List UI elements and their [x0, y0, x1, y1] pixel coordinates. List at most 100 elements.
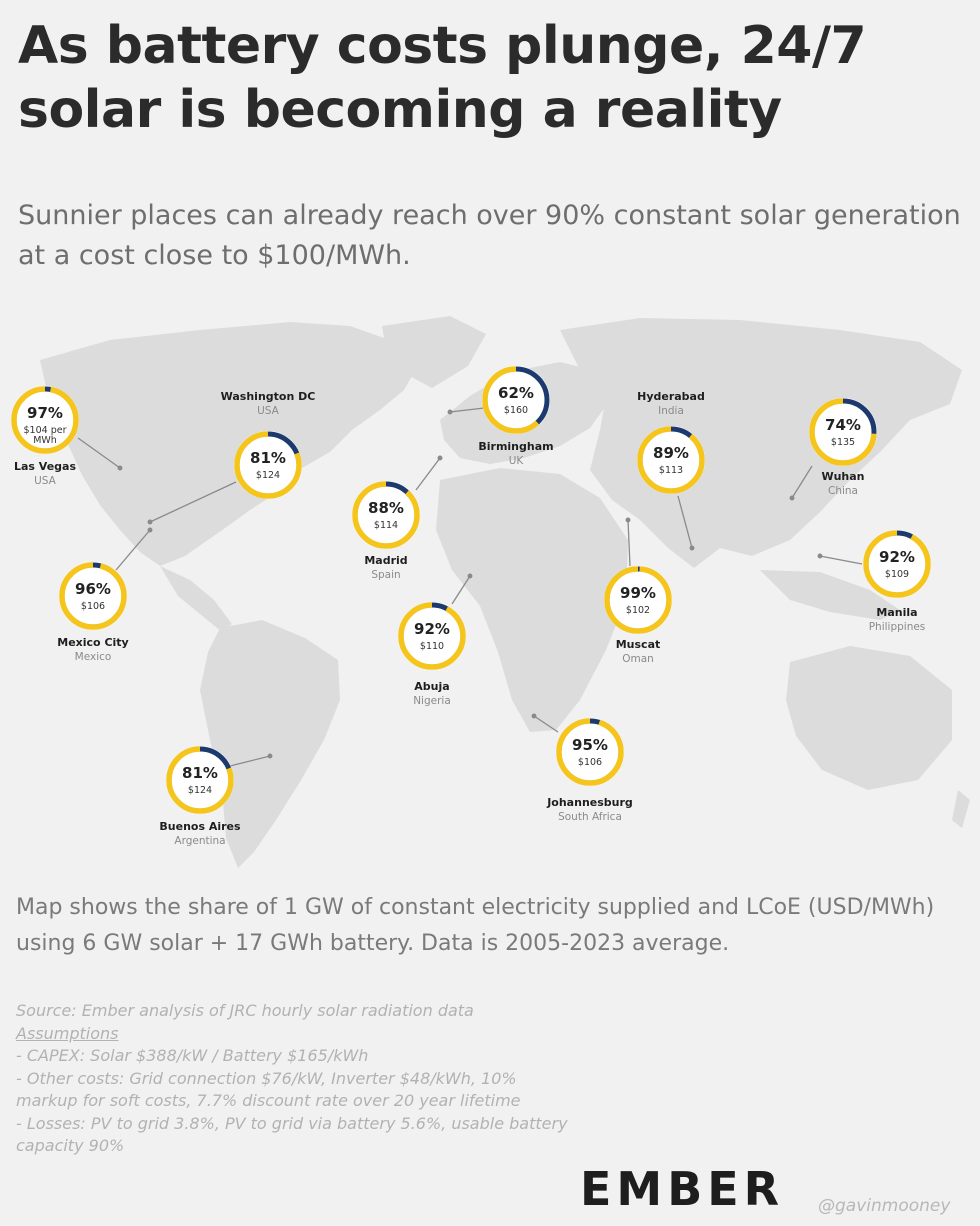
share-label: 89%: [653, 444, 689, 462]
city-marker-madrid: 88% $114 Madrid Spain: [352, 481, 420, 581]
city-name: Las Vegas: [14, 460, 76, 473]
country-name: South Africa: [558, 811, 622, 823]
location-dot-buenos-aires: [267, 753, 273, 759]
land-central-america: [160, 566, 232, 632]
land-south-america: [200, 620, 340, 868]
city-name: Madrid: [364, 554, 407, 567]
city-name: Washington DC: [221, 390, 316, 403]
page-subtitle: Sunnier places can already reach over 90…: [18, 200, 961, 271]
share-label: 96%: [75, 580, 111, 598]
city-marker-buenos-aires: 81% $124 Buenos Aires Argentina: [159, 746, 241, 847]
cost-label: $160: [504, 405, 528, 416]
marker-ring-share: [234, 431, 302, 499]
location-dot-hyderabad: [689, 545, 695, 551]
connector-washington: [149, 481, 237, 523]
share-label: 92%: [879, 548, 915, 566]
cost-label: $113: [659, 465, 683, 476]
cost-label: $124: [256, 470, 280, 481]
cost-label: MWh: [33, 435, 57, 446]
marker-ring-share: [352, 481, 420, 549]
location-dot-wuhan: [789, 495, 795, 501]
share-label: 88%: [368, 499, 404, 517]
marker-disc: [809, 398, 877, 466]
marker-disc: [863, 530, 931, 598]
connector-abuja: [451, 575, 471, 605]
share-label: 81%: [182, 764, 218, 782]
marker-ring-share: [604, 566, 672, 634]
share-label: 92%: [414, 620, 450, 638]
marker-disc: [604, 566, 672, 634]
marker-ring-share: [482, 366, 550, 434]
city-name: Abuja: [414, 680, 449, 693]
city-marker-abuja: 92% $110 Abuja Nigeria: [398, 602, 466, 707]
marker-ring-share: [809, 398, 877, 466]
marker-ring-share: [863, 530, 931, 598]
assumption-line: - CAPEX: Solar $388/kW / Battery $165/kW…: [16, 1046, 369, 1065]
city-name: Muscat: [616, 638, 661, 651]
marker-ring-share: [59, 562, 127, 630]
land-australia: [786, 646, 952, 790]
city-marker-johannesburg: 95% $106 Johannesburg South Africa: [546, 718, 633, 823]
land-north-america: [40, 322, 420, 566]
share-label: 62%: [498, 384, 534, 402]
country-name: Oman: [622, 653, 654, 665]
country-name: Mexico: [75, 651, 112, 663]
cost-label: $102: [626, 605, 650, 616]
marker-ring-share: [637, 426, 705, 494]
share-label: 81%: [250, 449, 286, 467]
country-name: Spain: [371, 569, 400, 581]
connector-johannesburg: [533, 715, 559, 733]
marker-disc: [352, 481, 420, 549]
city-marker-washington: 81% $124 Washington DC USA: [221, 390, 316, 499]
assumption-line: - Losses: PV to grid 3.8%, PV to grid vi…: [16, 1113, 568, 1156]
marker-disc: [556, 718, 624, 786]
land-southeast-asia: [760, 570, 900, 620]
connector-birmingham: [449, 407, 485, 413]
city-marker-birmingham: 62% $160 Birmingham UK: [478, 366, 554, 467]
ember-logo: EMBER: [580, 1162, 785, 1216]
location-dot-muscat: [625, 517, 631, 523]
connector-lines: [77, 407, 863, 767]
country-name: China: [828, 485, 858, 497]
cost-label: $110: [420, 641, 444, 652]
assumption-line: - Other costs: Grid connection $76/kW, I…: [16, 1068, 521, 1111]
city-name: Manila: [876, 606, 917, 619]
marker-disc: [482, 366, 550, 434]
location-dot-las-vegas: [117, 465, 123, 471]
connector-madrid: [415, 457, 441, 491]
connector-buenos-aires: [229, 755, 271, 767]
location-dot-washington: [147, 519, 153, 525]
connector-muscat: [627, 519, 631, 567]
page-title: As battery costs plunge, 24/7 solar is b…: [18, 16, 867, 140]
land-greenland: [382, 316, 486, 388]
connector-wuhan: [791, 465, 813, 499]
cost-label: $135: [831, 437, 855, 448]
city-name: Mexico City: [57, 636, 128, 649]
city-marker-manila: 92% $109 Manila Philippines: [863, 530, 931, 633]
land-africa: [436, 468, 628, 732]
land-asia: [560, 318, 962, 568]
marker-ring-share: [398, 602, 466, 670]
marker-disc: [234, 431, 302, 499]
city-name: Birmingham: [478, 440, 553, 453]
marker-disc: [398, 602, 466, 670]
city-marker-mexico-city: 96% $106 Mexico City Mexico: [57, 562, 129, 663]
city-marker-hyderabad: 89% $113 Hyderabad India: [637, 390, 705, 494]
location-dot-birmingham: [447, 409, 453, 415]
source-line: Source: Ember analysis of JRC hourly sol…: [16, 1001, 474, 1020]
marker-disc: [59, 562, 127, 630]
cost-label: $106: [81, 601, 105, 612]
share-label: 95%: [572, 736, 608, 754]
connector-manila: [819, 555, 863, 565]
location-dot-abuja: [467, 573, 473, 579]
share-label: 99%: [620, 584, 656, 602]
city-marker-wuhan: 74% $135 Wuhan China: [809, 398, 877, 497]
marker-disc: [637, 426, 705, 494]
city-name: Buenos Aires: [159, 820, 241, 833]
connector-las-vegas: [77, 437, 121, 469]
assumptions-heading: Assumptions: [16, 1023, 119, 1043]
connector-mexico-city: [115, 529, 151, 571]
cost-label: $104 per: [24, 425, 67, 436]
